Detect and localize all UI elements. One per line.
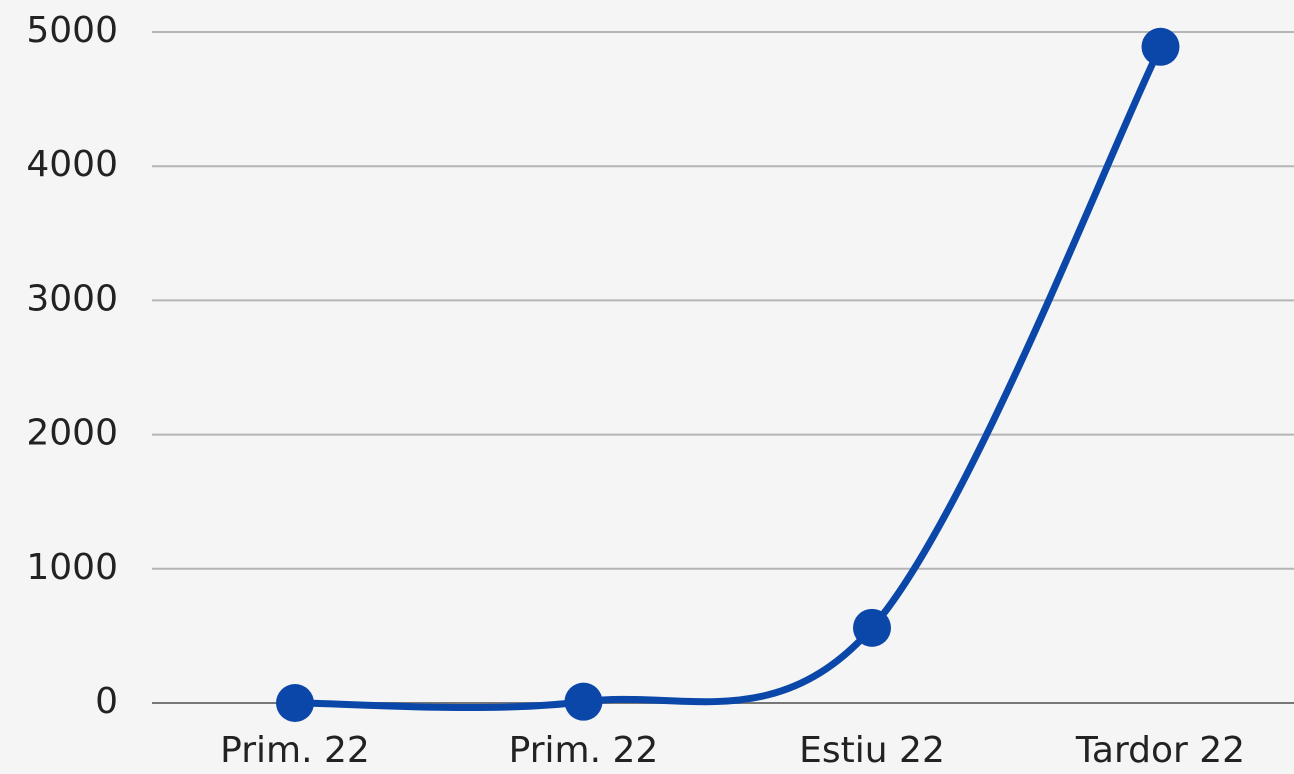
point	[276, 684, 314, 722]
line	[291, 43, 1164, 712]
x-tick-label: Estiu 22	[799, 730, 945, 771]
y-tick-label: 2000	[26, 413, 118, 454]
point	[564, 682, 603, 721]
y-tick-label: 3000	[26, 278, 118, 319]
x-tick-label: Prim. 22	[220, 730, 370, 771]
y-tick-label: 0	[95, 681, 118, 722]
point	[853, 608, 891, 647]
point	[1141, 27, 1180, 66]
y-tick-label: 5000	[26, 10, 118, 51]
y-tick-label: 4000	[26, 144, 118, 185]
x-tick-label: Prim. 22	[509, 730, 659, 771]
x-tick-label: Tardor 22	[1075, 730, 1245, 771]
y-tick-label: 1000	[26, 547, 118, 588]
